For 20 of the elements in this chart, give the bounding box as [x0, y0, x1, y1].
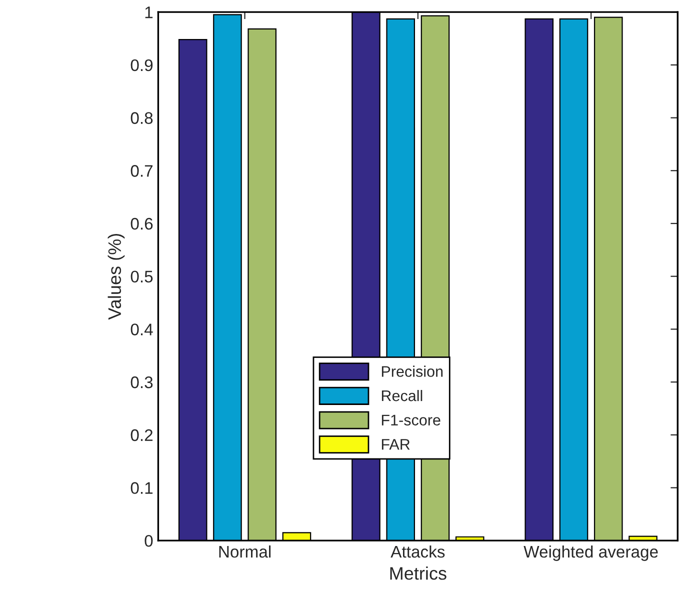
y-tick-label: 0.9 [130, 59, 153, 72]
y-tick-label: 0.5 [130, 270, 153, 283]
y-tick-label: 0.2 [130, 429, 153, 442]
y-tick-label: 1 [145, 6, 153, 18]
y-tick-label: 0.8 [130, 112, 153, 124]
y-tick-label: 0.6 [130, 218, 153, 230]
x-tick-label: Attacks [390, 545, 445, 558]
x-axis-title: Metrics [390, 566, 446, 580]
y-tick-label: 0.3 [130, 376, 153, 388]
y-tick-label: 0 [144, 534, 153, 547]
legend-label: Recall [382, 390, 422, 402]
y-axis-title: Values (%) [108, 234, 125, 320]
legend-label: FAR [382, 439, 410, 450]
legend-label: F1-score [382, 414, 440, 426]
legend-label: Precision [382, 366, 443, 377]
y-tick-label: 0.1 [130, 482, 153, 494]
x-tick-label: Normal [219, 545, 271, 558]
y-tick-label: 0.4 [130, 324, 153, 336]
x-tick-label: Weighted average [524, 545, 658, 561]
y-tick-label: 0.7 [130, 165, 153, 177]
